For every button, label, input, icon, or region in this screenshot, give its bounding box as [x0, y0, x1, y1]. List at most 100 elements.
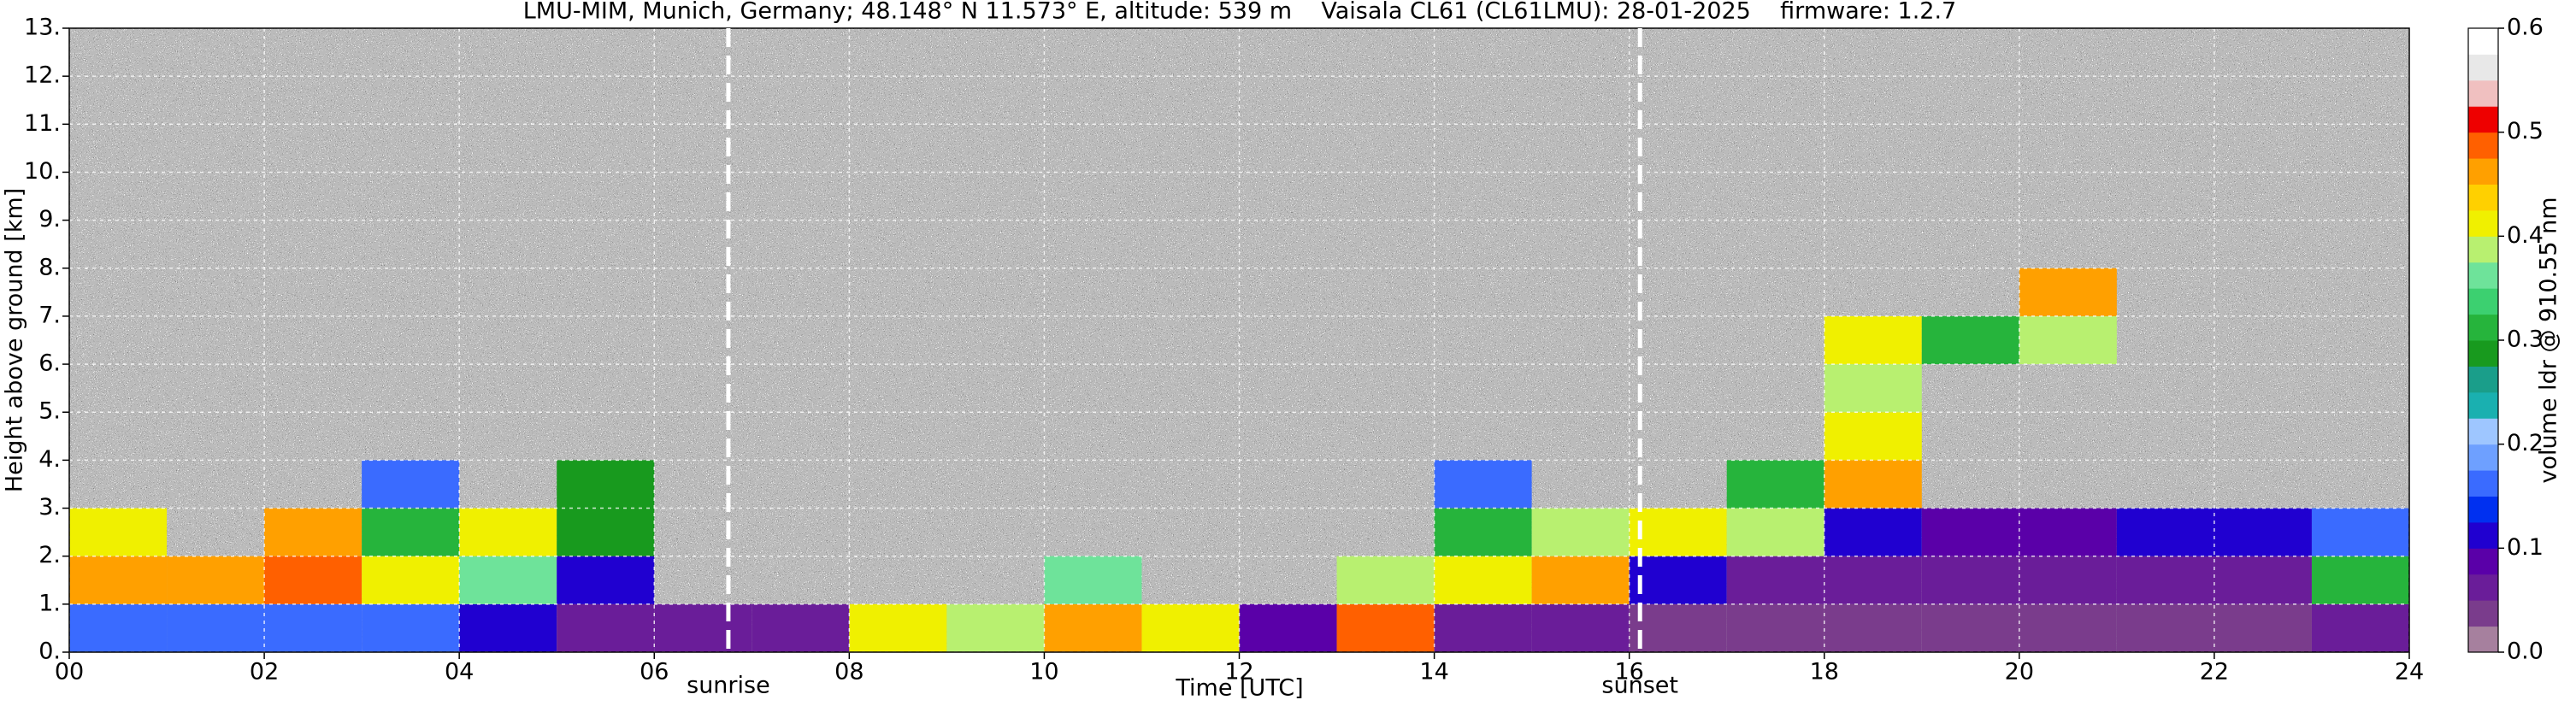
heatmap-cell — [2116, 508, 2214, 556]
heatmap-cell — [1921, 508, 2019, 556]
heatmap-cell — [1531, 556, 1630, 604]
x-tick-label: 12 — [1224, 659, 1253, 685]
heatmap-cell — [1726, 556, 1824, 604]
y-tick-label: 5. — [38, 398, 61, 425]
heatmap-cell — [1239, 603, 1337, 652]
heatmap-cell — [1921, 556, 2019, 604]
heatmap-cell — [2116, 603, 2214, 652]
colorbar-swatch — [2468, 262, 2498, 289]
x-tick-label: 00 — [55, 659, 84, 685]
heatmap-cell — [2311, 603, 2409, 652]
heatmap-cell — [69, 603, 168, 652]
colorbar-swatch — [2468, 626, 2498, 653]
heatmap-cell — [167, 603, 265, 652]
heatmap-cell — [1434, 508, 1532, 556]
heatmap-cell — [2019, 556, 2117, 604]
colorbar-swatch — [2468, 470, 2498, 497]
colorbar-swatch — [2468, 444, 2498, 471]
heatmap-cell — [557, 508, 655, 556]
colorbar-swatch — [2468, 600, 2498, 627]
heatmap-cell — [1726, 508, 1824, 556]
y-tick-label: 10. — [24, 158, 61, 185]
heatmap-cell — [2213, 603, 2312, 652]
heatmap-cell — [2311, 508, 2409, 556]
heatmap-cell — [167, 556, 265, 604]
heatmap-cell — [1434, 460, 1532, 509]
x-tick-label: 02 — [250, 659, 279, 685]
heatmap-cell — [459, 603, 557, 652]
heatmap-cell — [1336, 556, 1435, 604]
heatmap-cell — [1629, 556, 1727, 604]
heatmap-cell — [557, 460, 655, 509]
colorbar-swatch — [2468, 366, 2498, 393]
x-axis-label: Time [UTC] — [1175, 675, 1303, 702]
heatmap-cell — [459, 556, 557, 604]
colorbar-tick-label: 0.5 — [2507, 118, 2544, 144]
colorbar-tick-label: 0.0 — [2507, 638, 2544, 665]
y-tick-label: 6. — [38, 350, 61, 377]
heatmap-cell — [1824, 315, 1922, 365]
heatmap-cell — [654, 603, 752, 652]
annotation-label: sunrise — [687, 673, 770, 699]
colorbar-swatch — [2468, 54, 2498, 81]
y-tick-label: 9. — [38, 206, 61, 232]
colorbar-swatch — [2468, 184, 2498, 211]
heatmap-cell — [1531, 508, 1630, 556]
heatmap-cell — [1044, 603, 1142, 652]
heatmap-cell — [2019, 268, 2117, 316]
y-tick-label: 11. — [24, 110, 61, 137]
heatmap-cell — [1434, 556, 1532, 604]
heatmap-cell — [1726, 603, 1824, 652]
colorbar-swatch — [2468, 496, 2498, 523]
heatmap-cell — [362, 603, 460, 652]
colorbar-tick-label: 0.2 — [2507, 430, 2544, 456]
heatmap-cell — [1141, 603, 1240, 652]
x-tick-label: 20 — [2005, 659, 2034, 685]
colorbar-swatch — [2468, 418, 2498, 445]
colorbar-tick-label: 0.1 — [2507, 534, 2544, 561]
y-tick-label: 2. — [38, 542, 61, 568]
y-tick-label: 0. — [38, 638, 61, 665]
colorbar-swatch — [2468, 158, 2498, 185]
heatmap-cell — [1726, 460, 1824, 509]
heatmap-cell — [2019, 508, 2117, 556]
heatmap-cell — [362, 460, 460, 509]
heatmap-cell — [1824, 364, 1922, 413]
heatmap-cell — [752, 603, 850, 652]
colorbar-swatch — [2468, 132, 2498, 159]
y-tick-label: 8. — [38, 254, 61, 280]
colorbar-swatch — [2468, 79, 2498, 107]
colorbar-swatch — [2468, 288, 2498, 315]
x-tick-label: 06 — [640, 659, 669, 685]
y-axis-label: Height above ground [km] — [2, 188, 28, 492]
y-tick-label: 12. — [24, 62, 61, 89]
heatmap-cell — [362, 508, 460, 556]
x-tick-label: 08 — [834, 659, 864, 685]
heatmap-cell — [1336, 603, 1435, 652]
y-tick-label: 4. — [38, 446, 61, 473]
heatmap-cell — [1824, 508, 1922, 556]
x-tick-label: 16 — [1614, 659, 1643, 685]
y-tick-label: 3. — [38, 494, 61, 521]
heatmap-cell — [557, 556, 655, 604]
heatmap-cell — [2213, 508, 2312, 556]
colorbar-swatch — [2468, 209, 2498, 237]
annotation-label: sunset — [1601, 673, 1678, 699]
x-tick-label: 18 — [1810, 659, 1839, 685]
colorbar-label: volume ldr @ 910.55 nm — [2536, 197, 2562, 484]
x-tick-label: 04 — [445, 659, 474, 685]
heatmap-cell — [2311, 556, 2409, 604]
x-tick-label: 14 — [1419, 659, 1448, 685]
x-tick-label: 24 — [2395, 659, 2424, 685]
heatmap-cell — [1824, 603, 1922, 652]
colorbar-swatch — [2468, 28, 2498, 55]
colorbar-tick-label: 0.3 — [2507, 327, 2544, 353]
x-tick-label: 10 — [1029, 659, 1058, 685]
heatmap-cell — [264, 603, 363, 652]
chart-title: LMU-MIM, Munich, Germany; 48.148° N 11.5… — [523, 0, 1957, 25]
heatmap-cell — [264, 556, 363, 604]
heatmap-cell — [849, 603, 947, 652]
heatmap-cell — [459, 508, 557, 556]
